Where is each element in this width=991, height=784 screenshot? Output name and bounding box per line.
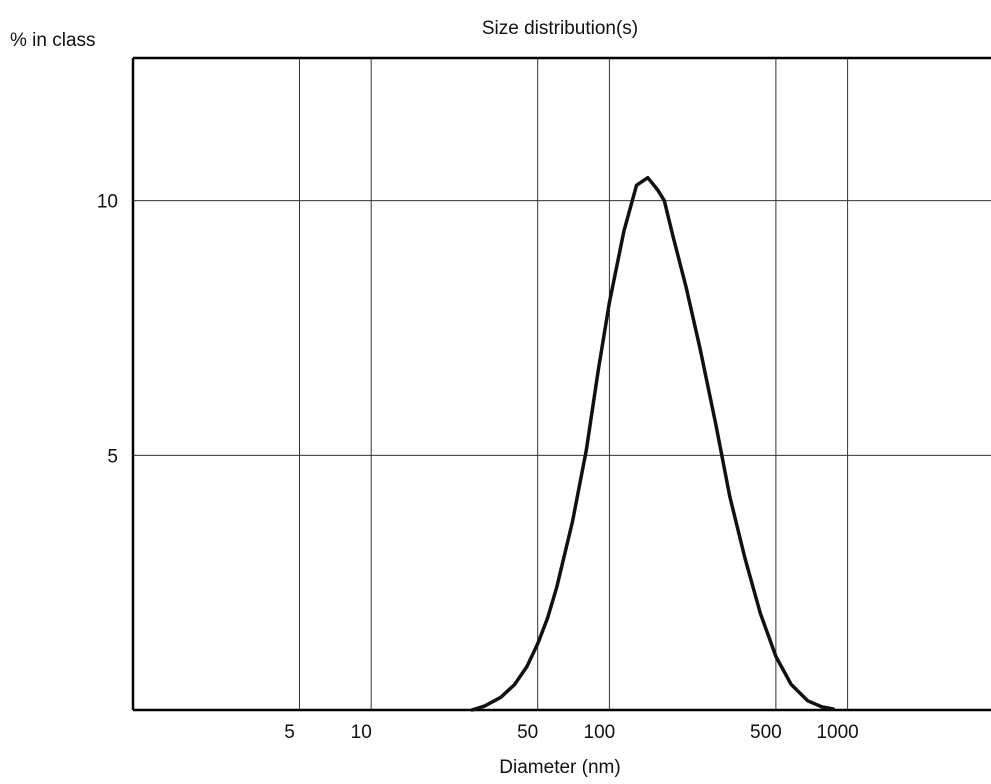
x-tick-label: 100 bbox=[584, 722, 616, 743]
x-tick-label: 1000 bbox=[816, 722, 858, 743]
plot-frame bbox=[131, 56, 991, 712]
y-axis-label: % in class bbox=[10, 30, 96, 51]
x-axis-label: Diameter (nm) bbox=[499, 757, 620, 778]
y-tick-label: 10 bbox=[97, 192, 118, 213]
y-tick-label: 5 bbox=[107, 446, 118, 467]
x-tick-label: 500 bbox=[750, 722, 782, 743]
x-tick-label: 5 bbox=[284, 722, 295, 743]
series-layer bbox=[470, 175, 835, 712]
x-tick-label: 50 bbox=[517, 722, 538, 743]
x-tick-label: 10 bbox=[351, 722, 372, 743]
grid-lines bbox=[133, 58, 991, 710]
x-tick-labels: 5 10 50 100 500 1000 bbox=[284, 722, 859, 743]
distribution-curve bbox=[470, 175, 835, 712]
chart-title: Size distribution(s) bbox=[482, 18, 638, 39]
y-tick-labels: 5 10 bbox=[97, 192, 118, 468]
